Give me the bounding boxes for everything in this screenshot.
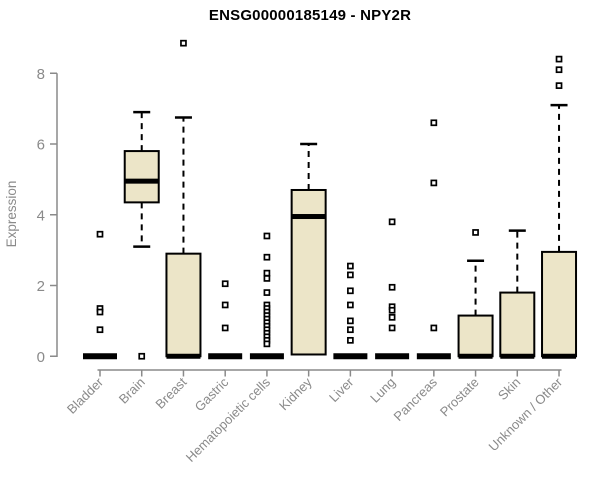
outlier-point xyxy=(388,313,396,321)
x-axis-label: Unknown / Other xyxy=(486,374,566,454)
y-axis-tick-label: 2 xyxy=(37,278,45,295)
median-line xyxy=(291,214,326,220)
median-line xyxy=(416,353,451,360)
box xyxy=(165,252,202,358)
median-line xyxy=(333,353,368,360)
outlier-point xyxy=(430,324,438,332)
outlier-point xyxy=(388,306,396,314)
outlier-point xyxy=(96,230,104,238)
outlier-point xyxy=(388,283,396,291)
outlier-point xyxy=(221,324,229,332)
outlier-point xyxy=(388,218,396,226)
outlier-point xyxy=(555,55,563,63)
outlier-point xyxy=(347,326,354,334)
y-axis-tick-label: 4 xyxy=(37,207,45,224)
median-line xyxy=(208,353,243,360)
x-axis-label: Prostate xyxy=(437,375,482,420)
outlier-point xyxy=(555,82,563,89)
median-line xyxy=(249,353,284,360)
median-line xyxy=(542,353,577,359)
outlier-point xyxy=(472,229,479,236)
outlier-point xyxy=(388,324,396,332)
chart-title: ENSG00000185149 - NPY2R xyxy=(208,7,412,24)
x-axis-label: Lung xyxy=(367,375,398,406)
outlier-point xyxy=(138,352,146,360)
outlier-point xyxy=(430,119,438,127)
x-axis-label: Kidney xyxy=(276,374,315,413)
box xyxy=(457,314,494,358)
outlier-point xyxy=(347,301,354,309)
outlier-point xyxy=(555,66,563,74)
y-axis-tick-label: 8 xyxy=(37,66,45,83)
outlier-point xyxy=(96,308,104,316)
y-axis-tick-label: 6 xyxy=(37,137,45,154)
outlier-point xyxy=(263,289,271,296)
x-axis-label: Pancreas xyxy=(391,374,441,424)
median-line xyxy=(375,353,410,360)
median-line xyxy=(124,178,159,184)
outlier-point xyxy=(263,253,271,261)
median-line xyxy=(458,353,493,359)
outlier-point xyxy=(263,275,271,282)
y-axis-tick-label: 0 xyxy=(37,349,45,366)
box xyxy=(123,150,160,204)
median-line xyxy=(500,353,535,359)
x-axis-label: Skin xyxy=(495,375,523,403)
outlier-point xyxy=(347,262,354,270)
outlier-point xyxy=(263,269,271,277)
box xyxy=(541,250,578,358)
outlier-point xyxy=(347,287,354,295)
outlier-point xyxy=(430,179,438,187)
box xyxy=(499,291,536,358)
x-axis-label: Liver xyxy=(326,374,357,405)
x-axis-label: Breast xyxy=(152,374,189,411)
outlier-point xyxy=(221,301,229,309)
x-axis-label: Gastric xyxy=(192,374,232,414)
outlier-point xyxy=(347,271,354,279)
outlier-point xyxy=(347,317,354,325)
outlier-point xyxy=(221,280,229,288)
median-line xyxy=(166,353,201,359)
outlier-point xyxy=(96,326,104,334)
x-axis-label: Brain xyxy=(116,375,148,407)
outlier-point xyxy=(347,336,354,344)
outlier-point xyxy=(180,39,187,47)
x-axis-label: Bladder xyxy=(64,374,107,417)
outlier-point xyxy=(263,340,271,348)
y-axis-title: Expression xyxy=(4,181,19,248)
median-line xyxy=(83,353,117,360)
outlier-point xyxy=(263,232,271,240)
